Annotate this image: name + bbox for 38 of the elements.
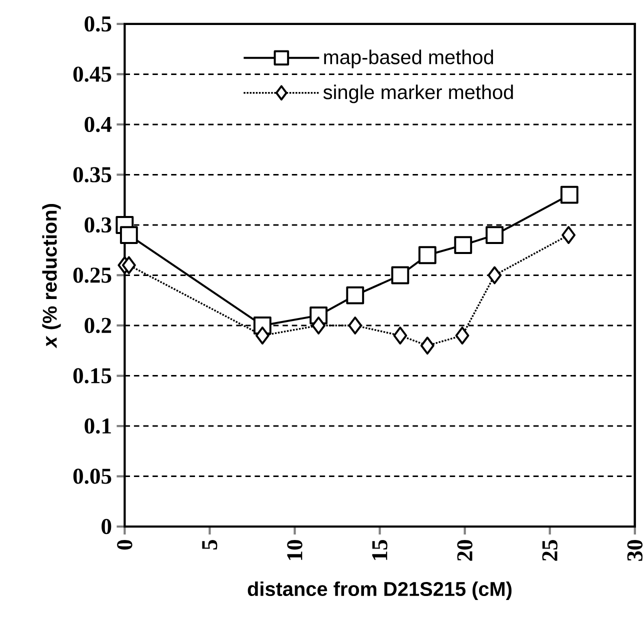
- point: [348, 316, 362, 334]
- y-tick-label: 0.45: [73, 66, 112, 82]
- point: [393, 326, 408, 344]
- point: [454, 236, 472, 254]
- x-axis-title: distance from D21S215 (cM): [248, 581, 512, 600]
- point: [562, 226, 576, 244]
- x-tick-label: 5: [202, 540, 218, 550]
- y-axis-title: x (% reduction): [42, 204, 61, 348]
- point: [488, 266, 502, 284]
- point: [418, 246, 436, 264]
- x-tick-label: 25: [542, 540, 558, 561]
- x-tick-label: 0: [117, 540, 132, 550]
- point: [455, 326, 470, 344]
- point: [486, 226, 504, 244]
- y-tick-label: 0.15: [73, 368, 112, 384]
- point: [122, 256, 136, 274]
- y-tick-label: 0.4: [84, 116, 112, 132]
- point: [420, 336, 434, 354]
- y-tick-label: 0: [102, 518, 112, 534]
- x-tick-label: 15: [372, 540, 388, 560]
- y-tick-label: 0.3: [84, 217, 112, 232]
- y-tick-label: 0.35: [73, 166, 112, 182]
- y-tick-label: 0.25: [73, 267, 112, 283]
- point: [346, 286, 364, 304]
- legend-label: map-based method: [324, 49, 494, 68]
- point: [255, 326, 270, 344]
- point: [560, 186, 578, 204]
- legend-label: single marker method: [323, 84, 513, 103]
- y-tick-label: 0.5: [84, 16, 112, 32]
- y-tick-label: 0.2: [84, 318, 112, 333]
- point: [391, 266, 410, 284]
- x-tick-label: 10: [287, 540, 302, 560]
- x-tick-label: 30: [627, 540, 643, 561]
- point: [312, 316, 326, 334]
- x-tick-label: 20: [457, 540, 472, 561]
- y-tick-label: 0.1: [84, 418, 111, 434]
- y-tick-label: 0.05: [73, 468, 112, 484]
- point: [120, 226, 138, 244]
